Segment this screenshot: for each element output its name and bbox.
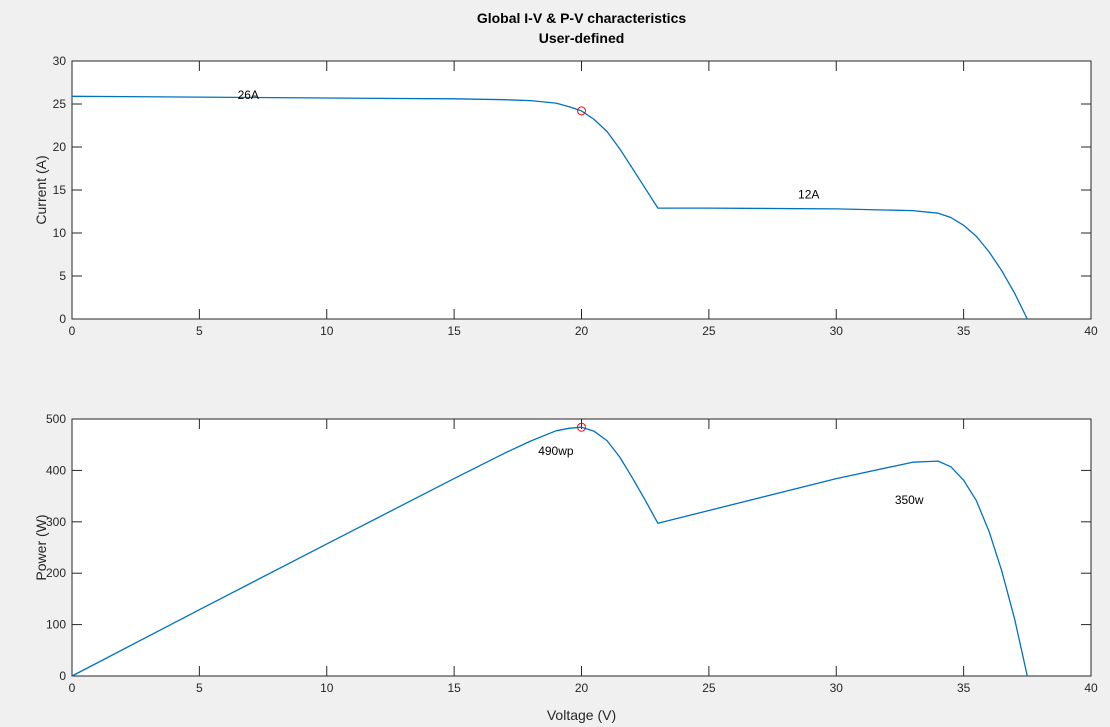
y-tick-label: 15 [53, 183, 67, 197]
axes-1: 0 5 10 15 20 25 30 35 40 0 5 10 15 20 25 30 26A 12A Curren… [33, 10, 1098, 338]
x-tick-label: 0 [69, 681, 76, 695]
x-tick-label: 20 [575, 681, 589, 695]
y-axis-label: Current (A) [33, 155, 49, 224]
y-tick-label: 30 [53, 54, 67, 68]
x-tick-label: 35 [957, 324, 971, 338]
mpp-marker [577, 106, 586, 116]
series-line [71, 426, 1028, 677]
plot-area [71, 418, 1092, 677]
axes-2: 0 5 10 15 20 25 30 35 400100200300400500490wp350… [33, 412, 1098, 723]
mpp-marker [577, 422, 586, 432]
x-tick-label: 35 [957, 681, 971, 695]
x-tick-label: 25 [702, 324, 716, 338]
x-tick-label: 30 [830, 324, 844, 338]
x-tick-label: 20 [575, 324, 589, 338]
x-tick-label: 40 [1084, 681, 1098, 695]
y-tick-label: 0 [59, 669, 66, 683]
y-tick-label: 500 [46, 412, 66, 426]
x-tick-label: 40 [1084, 324, 1098, 338]
y-tick-label: 5 [59, 269, 66, 283]
y-axis-label: Power (W) [33, 514, 49, 580]
y-tick-label: 0 [59, 312, 66, 326]
y-tick-label: 200 [46, 566, 66, 580]
x-tick-label: 30 [830, 681, 844, 695]
x-tick-label: 10 [320, 681, 334, 695]
x-tick-label: 5 [196, 324, 203, 338]
x-tick-label: 15 [447, 324, 461, 338]
annotation-label: 490wp [538, 444, 574, 458]
x-tick-label: 10 [320, 324, 334, 338]
series-line [71, 95, 1028, 320]
y-tick-label: 400 [46, 463, 66, 477]
y-tick-label: 25 [53, 97, 67, 111]
x-tick-label: 15 [447, 681, 461, 695]
plot-area [71, 60, 1092, 320]
annotation-label: 12A [798, 188, 819, 202]
chart-title: Global I-V & P-V characteristics [477, 10, 687, 26]
y-tick-label: 10 [53, 226, 67, 240]
y-tick-label: 300 [46, 515, 66, 529]
annotation-label: 350w [895, 493, 924, 507]
x-tick-label: 5 [196, 681, 203, 695]
x-tick-label: 0 [69, 324, 76, 338]
x-tick-label: 25 [702, 681, 716, 695]
x-axis-label: Voltage (V) [547, 707, 616, 723]
y-tick-label: 100 [46, 618, 66, 632]
y-tick-label: 20 [53, 140, 67, 154]
annotation-label: 26A [238, 88, 259, 102]
chart-subtitle: User-defined [539, 30, 625, 46]
